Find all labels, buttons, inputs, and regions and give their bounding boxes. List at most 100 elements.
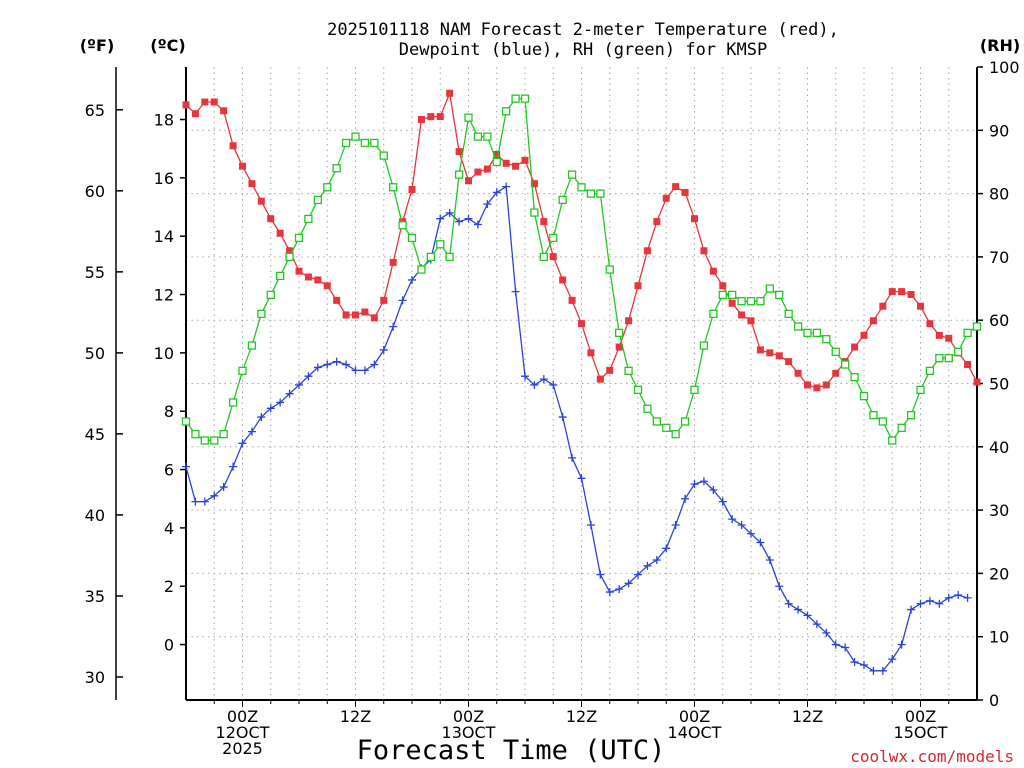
temperature-point <box>691 215 698 223</box>
temperature-point <box>898 288 906 296</box>
dewpoint-point <box>247 427 256 436</box>
temperature-point <box>465 177 472 185</box>
temperature-point <box>719 282 727 290</box>
dewpoint-point <box>624 579 633 588</box>
temperature-point <box>380 296 388 304</box>
dewpoint-point <box>699 477 708 486</box>
temperature-point <box>512 162 520 170</box>
dewpoint-point <box>502 182 511 191</box>
celsius-tick-label: 12 <box>154 286 174 305</box>
temperature-point <box>728 299 736 307</box>
rh-point <box>803 328 812 338</box>
time-tick-label: 2025 <box>222 739 263 758</box>
rh-tick-label: 50 <box>989 375 1009 394</box>
temperature-point <box>926 320 934 328</box>
temperature-point <box>615 343 623 351</box>
temperature-point <box>634 282 642 290</box>
temperature-point <box>587 349 595 357</box>
dewpoint-line <box>185 185 968 672</box>
dewpoint-point <box>530 380 539 389</box>
temperature-point <box>756 346 764 354</box>
rh-point <box>728 290 737 300</box>
dewpoint-point <box>558 413 567 422</box>
temperature-point <box>568 296 576 304</box>
rh-point <box>426 252 435 262</box>
temperature-point <box>653 218 661 226</box>
rh-point <box>765 284 774 293</box>
dewpoint-point <box>200 497 209 506</box>
dewpoint-point <box>238 439 247 448</box>
dewpoint-point <box>756 538 765 547</box>
dewpoint-point <box>737 520 746 529</box>
rh-point <box>210 436 219 445</box>
temperature-point <box>869 317 877 325</box>
temperature-point <box>210 98 218 106</box>
rh-point <box>323 183 332 192</box>
rh-point <box>812 328 822 338</box>
celsius-tick-label: 0 <box>164 636 174 655</box>
temperature-point <box>342 311 350 319</box>
chart-title-line-1: 2025101118 NAM Forecast 2-meter Temperat… <box>327 20 839 40</box>
rh-tick-label: 20 <box>989 564 1009 583</box>
dewpoint-point <box>681 494 690 503</box>
rh-point <box>567 170 577 179</box>
dewpoint-point <box>643 561 652 570</box>
dewpoint-point <box>577 474 586 483</box>
dewpoint-point <box>492 188 501 197</box>
fahrenheit-tick-label: 60 <box>85 182 105 201</box>
rh-point <box>285 252 294 262</box>
rh-point <box>841 360 850 369</box>
rh-point <box>869 410 878 420</box>
fahrenheit-tick-label: 55 <box>85 263 105 282</box>
temperature-point <box>935 331 943 339</box>
dewpoint-point <box>304 372 313 381</box>
temperature-point <box>578 320 585 328</box>
temperature-point <box>879 302 887 310</box>
temperature-point <box>625 317 633 325</box>
temperature-point <box>389 258 397 266</box>
temperature-point <box>738 311 746 319</box>
time-tick-label: 12Z <box>792 707 823 726</box>
rh-point <box>954 347 963 357</box>
dewpoint-point <box>916 599 925 608</box>
rh-point <box>407 233 417 243</box>
temperature-point <box>672 183 680 191</box>
dewpoint-point <box>954 590 963 599</box>
temperature-point <box>662 194 670 202</box>
dewpoint-point <box>379 345 388 354</box>
temperature-point <box>700 247 708 255</box>
rh-point <box>586 189 596 198</box>
chart-title: 2025101118 NAM Forecast 2-meter Temperat… <box>327 20 839 60</box>
time-tick-label: 12Z <box>340 707 371 726</box>
dewpoint-point <box>907 605 916 614</box>
rh-tick-label: 90 <box>989 121 1009 140</box>
rh-point <box>624 366 633 375</box>
temperature-point <box>559 276 567 284</box>
dewpoint-point <box>860 660 868 669</box>
rh-point <box>341 138 351 148</box>
temperature-point <box>201 98 209 106</box>
rh-tick-label: 100 <box>989 58 1020 77</box>
rh-point <box>878 417 887 426</box>
dewpoint-point <box>389 322 398 331</box>
rh-point <box>615 328 624 338</box>
temperature-point <box>907 291 915 299</box>
temperature-point <box>540 218 548 226</box>
dewpoint-point <box>718 497 727 506</box>
dewpoint-point <box>455 217 464 226</box>
dewpoint-point <box>539 375 548 384</box>
temperature-point <box>248 180 256 188</box>
temperature-point <box>860 331 868 339</box>
temperature-point <box>804 381 811 389</box>
temperature-point <box>493 151 501 159</box>
dewpoint-point <box>464 214 473 223</box>
temperature-point <box>417 116 425 124</box>
temperature-point <box>521 156 529 164</box>
rh-point <box>247 341 257 350</box>
dewpoint-point <box>483 200 492 209</box>
dewpoint-point <box>445 208 454 217</box>
rh-point <box>596 189 605 198</box>
temperature-point <box>785 358 793 366</box>
rh-point <box>539 252 548 262</box>
rh-point <box>398 221 407 230</box>
